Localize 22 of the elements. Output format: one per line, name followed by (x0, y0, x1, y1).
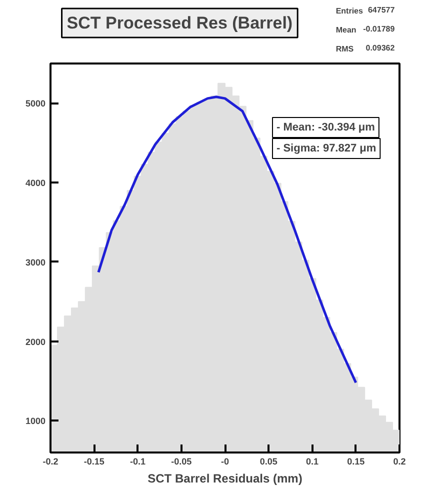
x-tick-label: 0.1 (306, 456, 319, 466)
chart-title: SCT Processed Res (Barrel) (66, 14, 293, 32)
annotation: - Mean: -30.394 μm (276, 122, 376, 134)
x-tick-label: -0 (221, 456, 230, 466)
x-tick-label: -0.2 (42, 456, 58, 466)
x-tick-label: -0.1 (130, 456, 146, 466)
line-series (97, 96, 358, 384)
x-tick-label: -0.15 (84, 456, 104, 466)
text: RMS 0.09362 (336, 44, 395, 54)
y-tick-label: 4000 (25, 178, 46, 188)
y-tick-label: 2000 (25, 336, 46, 347)
x-tick-label: 0.15 (347, 456, 365, 466)
text: Mean -0.01789 (336, 24, 396, 34)
text: Entries 647577 (336, 6, 396, 16)
annotation: - Sigma: 97.827 μm (276, 142, 376, 154)
y-tick-label: 1000 (25, 416, 46, 426)
y-tick-label: 3000 (25, 257, 46, 268)
x-axis-title: SCT Barrel Residuals (mm) (148, 472, 302, 486)
y-tick-label: 5000 (25, 98, 46, 109)
x-tick-label: 0.05 (260, 456, 278, 466)
x-tick-label: -0.05 (171, 456, 192, 466)
x-tick-label: 0.2 (393, 456, 406, 466)
